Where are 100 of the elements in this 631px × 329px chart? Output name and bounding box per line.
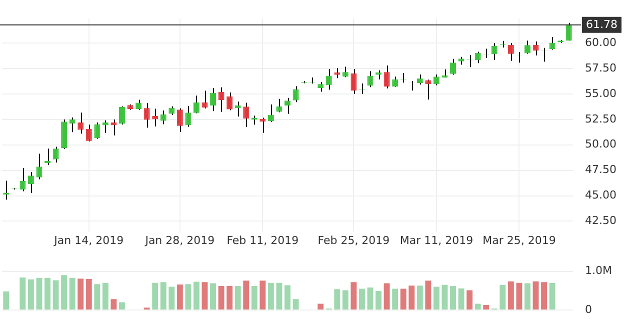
bar (508, 281, 514, 310)
candlestick (185, 106, 192, 128)
candlestick (508, 42, 514, 62)
bar (442, 284, 448, 310)
bar (3, 291, 10, 310)
bar (384, 283, 390, 310)
candlestick (334, 68, 340, 79)
candlestick (94, 122, 100, 140)
bar (350, 282, 357, 310)
candlestick (86, 124, 92, 142)
y-tick-label: 57.50 (585, 61, 616, 74)
candlestick (292, 86, 299, 103)
bar (392, 288, 398, 310)
candlestick (136, 99, 142, 110)
bar (168, 286, 175, 310)
bar (416, 286, 423, 310)
bar (318, 304, 324, 310)
bar (61, 275, 68, 310)
bar (425, 280, 432, 310)
bar (367, 288, 374, 310)
candlestick (566, 22, 572, 42)
candlestick (450, 58, 456, 76)
ref-line-label: 61.78 (586, 18, 618, 31)
candlestick (376, 70, 382, 80)
x-tick-label: Feb 11, 2019 (226, 234, 299, 247)
y-tick-label: 50.00 (585, 138, 616, 151)
bar (20, 278, 26, 310)
bar (268, 282, 274, 310)
candlestick (193, 95, 200, 114)
candlestick (226, 92, 233, 111)
bar (218, 286, 224, 310)
candlestick (491, 42, 498, 60)
y-tick-label: 42.50 (585, 214, 616, 228)
bar (28, 279, 34, 310)
bar (549, 282, 556, 310)
candlestick (524, 40, 530, 54)
bar (359, 288, 365, 310)
y-tick-label: 1.0M (585, 264, 612, 278)
bar (376, 291, 382, 310)
bar (524, 283, 530, 310)
candlestick (474, 51, 481, 64)
bar (276, 282, 282, 310)
x-tick-label: Mar 11, 2019 (400, 234, 474, 247)
candlestick (425, 79, 432, 100)
candlestick (276, 98, 282, 113)
bar (466, 290, 473, 310)
bar (334, 289, 340, 310)
bar (516, 282, 522, 310)
bar (78, 278, 84, 310)
bar (251, 286, 258, 310)
bar (226, 286, 233, 310)
bar (458, 288, 464, 310)
candlestick (433, 74, 440, 86)
x-tick-label: Jan 28, 2019 (144, 234, 215, 247)
candlestick (218, 86, 224, 112)
candlestick (210, 88, 216, 112)
y-tick-label: 47.50 (585, 163, 616, 176)
y-tick-label: 52.50 (585, 112, 616, 126)
x-tick-label: Mar 25, 2019 (482, 234, 556, 247)
candlestick (367, 70, 374, 88)
candlestick (549, 36, 556, 50)
candlestick (342, 66, 348, 78)
y-tick-label: 60.00 (585, 36, 616, 49)
candlestick (392, 76, 398, 88)
candlestick (326, 68, 332, 90)
bar (110, 299, 117, 310)
bar (185, 284, 192, 310)
bar (94, 284, 100, 310)
bar (86, 279, 92, 310)
candlestick (416, 74, 423, 85)
candlestick (69, 116, 76, 133)
candlestick (500, 40, 506, 48)
candlestick (350, 68, 357, 95)
candlestick (176, 108, 183, 132)
bar (260, 280, 266, 310)
bar (176, 284, 183, 310)
candlestick (268, 104, 274, 122)
bar (202, 282, 208, 310)
y-tick-label: 0 (585, 302, 592, 316)
bar (474, 304, 481, 310)
bar (541, 282, 548, 310)
bar (500, 284, 506, 310)
bar (102, 282, 108, 310)
bar (119, 302, 125, 310)
bar (36, 278, 42, 310)
x-tick-label: Jan 14, 2019 (53, 234, 124, 247)
bar (532, 281, 539, 310)
bar (342, 290, 348, 310)
candlestick (284, 97, 290, 114)
bar (160, 282, 166, 310)
candlestick (20, 168, 26, 192)
bar (433, 286, 440, 310)
bar (152, 282, 158, 310)
candlestick (144, 102, 150, 128)
bar (193, 282, 200, 310)
y-tick-label: 45.00 (585, 188, 616, 202)
y-tick-label: 55.00 (585, 86, 616, 100)
bar (400, 288, 406, 310)
candlestick (52, 146, 59, 163)
bar (408, 286, 415, 310)
